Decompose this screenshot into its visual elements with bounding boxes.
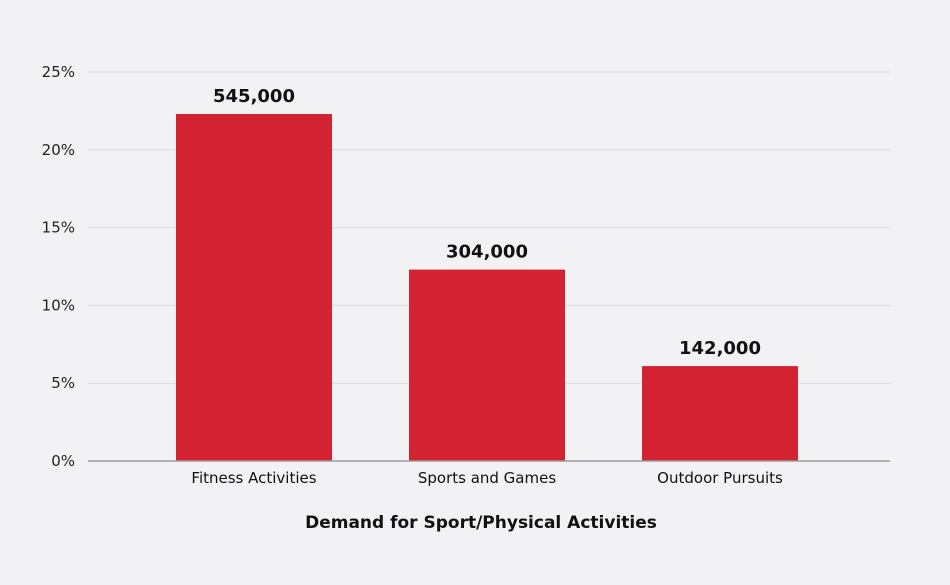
data-label: 304,000 [446, 242, 528, 263]
y-tick-label: 15% [42, 219, 75, 237]
data-label: 545,000 [213, 86, 295, 107]
y-tick-label: 25% [42, 63, 75, 81]
y-tick-label: 5% [51, 374, 75, 392]
y-tick-label: 0% [51, 452, 75, 470]
bar [409, 269, 565, 461]
y-tick-label: 10% [42, 296, 75, 314]
x-category-label: Outdoor Pursuits [657, 469, 783, 487]
x-category-label: Fitness Activities [191, 469, 316, 487]
y-axis-ticks: 0% 5% 10% 15% 20% 25% [42, 63, 75, 470]
y-tick-label: 20% [42, 141, 75, 159]
x-category-label: Sports and Games [418, 469, 556, 487]
data-label: 142,000 [679, 338, 761, 359]
bar [176, 114, 332, 462]
bars: 545,000 304,000 142,000 [176, 86, 798, 462]
x-axis-categories: Fitness Activities Sports and Games Outdoo… [191, 469, 783, 487]
x-axis-label: Demand for Sport/Physical Activities [305, 513, 657, 533]
bar [642, 366, 798, 461]
